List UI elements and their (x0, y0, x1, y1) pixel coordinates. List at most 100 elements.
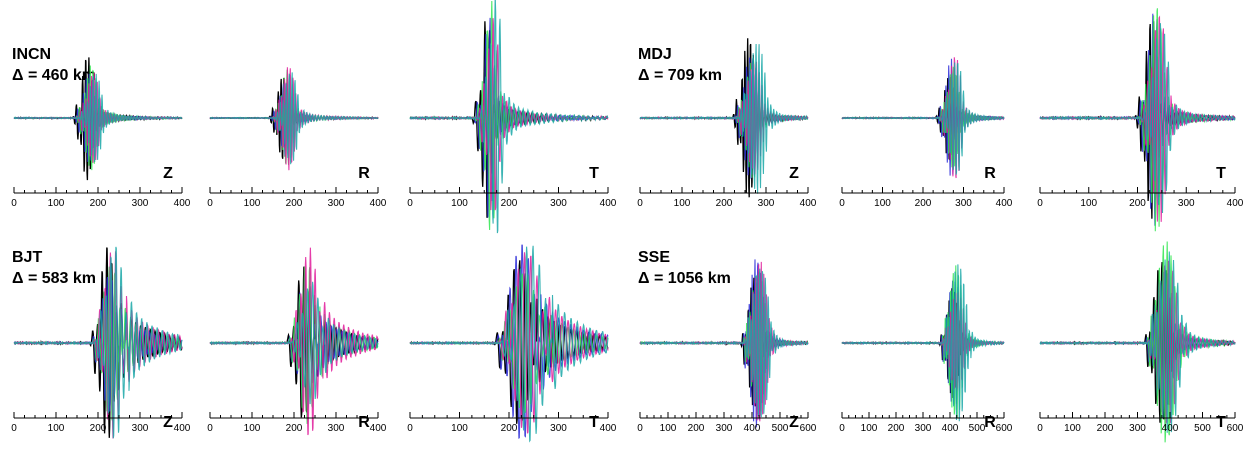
x-tick-label: 100 (874, 198, 891, 209)
x-tick-label: 100 (451, 423, 468, 434)
x-tick-label: 300 (915, 423, 932, 434)
x-tick-label: 400 (174, 198, 191, 209)
x-tick-label: 200 (888, 423, 905, 434)
trace-line (639, 43, 809, 194)
x-tick-label: 100 (48, 198, 65, 209)
x-tick-label: 200 (286, 198, 303, 209)
x-tick-label: 0 (407, 423, 413, 434)
x-tick-label: 0 (1037, 423, 1043, 434)
x-tick-label: 300 (132, 198, 149, 209)
x-tick-label: 0 (11, 198, 17, 209)
x-tick-label: 400 (1227, 198, 1244, 209)
panel-sse-t: T 0 100 200 300 400 500 600 (1037, 241, 1244, 443)
x-tick-label: 400 (996, 198, 1013, 209)
x-tick-label: 300 (328, 423, 345, 434)
x-tick-label: 100 (1080, 198, 1097, 209)
station-distance: Δ = 709 km (638, 67, 722, 84)
x-tick-label: 100 (48, 423, 65, 434)
component-label: T (589, 165, 599, 182)
component-label: R (358, 414, 370, 431)
panel-incn-z: Z 0 100 200 300 400 (11, 57, 191, 209)
trace-line (1039, 251, 1236, 433)
trace-line (13, 246, 183, 439)
component-label: R (984, 165, 996, 182)
x-tick-label: 0 (637, 198, 643, 209)
x-tick-label: 300 (1129, 423, 1146, 434)
trace-line (409, 245, 609, 443)
x-tick-label: 500 (1194, 423, 1211, 434)
x-tick-label: 100 (244, 423, 261, 434)
component-label: Z (789, 414, 799, 431)
component-label: Z (163, 165, 173, 182)
x-tick-label: 200 (501, 198, 518, 209)
trace-line (841, 264, 1005, 422)
x-tick-label: 300 (1178, 198, 1195, 209)
x-tick-label: 100 (861, 423, 878, 434)
x-tick-label: 500 (772, 423, 789, 434)
x-tick-label: 200 (716, 198, 733, 209)
panel-mdj-z: Z 0 100 200 300 400 (637, 38, 817, 209)
x-tick-label: 400 (1162, 423, 1179, 434)
x-tick-label: 200 (90, 198, 107, 209)
x-tick-label: 600 (996, 423, 1013, 434)
panel-bjt-t: T 0 100 200 300 400 (407, 244, 617, 443)
station-name: SSE (638, 249, 670, 266)
x-tick-label: 500 (969, 423, 986, 434)
x-tick-label: 300 (716, 423, 733, 434)
station-distance: Δ = 1056 km (638, 270, 731, 287)
x-tick-label: 0 (637, 423, 643, 434)
x-tick-label: 200 (501, 423, 518, 434)
x-tick-label: 200 (915, 198, 932, 209)
station-name: BJT (12, 249, 42, 266)
x-tick-label: 300 (550, 423, 567, 434)
station-distance: Δ = 583 km (12, 270, 96, 287)
component-label: T (589, 414, 599, 431)
station-name: INCN (12, 46, 51, 63)
station-distance: Δ = 460 km (12, 67, 96, 84)
x-tick-label: 300 (758, 198, 775, 209)
x-tick-label: 600 (1227, 423, 1244, 434)
panel-incn-r: R 0 100 200 300 400 (207, 67, 387, 209)
x-tick-label: 100 (1064, 423, 1081, 434)
x-tick-label: 0 (407, 198, 413, 209)
x-tick-label: 400 (370, 423, 387, 434)
x-tick-label: 400 (744, 423, 761, 434)
x-tick-label: 400 (600, 423, 617, 434)
trace-line (1039, 23, 1236, 214)
component-label: T (1216, 414, 1226, 431)
x-tick-label: 0 (839, 198, 845, 209)
panel-sse-r: R0 100 200 300 400 500 600 (839, 264, 1013, 434)
trace-line (210, 281, 379, 405)
x-tick-label: 300 (955, 198, 972, 209)
x-tick-label: 0 (1037, 198, 1043, 209)
x-tick-label: 300 (550, 198, 567, 209)
x-tick-label: 200 (688, 423, 705, 434)
panel-mdj-t: T 0 100 200 300 400 (1037, 8, 1244, 232)
x-tick-label: 0 (839, 423, 845, 434)
component-label: T (1216, 165, 1226, 182)
x-tick-label: 200 (286, 423, 303, 434)
trace-line (639, 268, 809, 418)
component-label: R (358, 165, 370, 182)
panel-bjt-r: R 0 100 200 300 400 (207, 247, 387, 436)
panel-incn-t: T 0 100 200 300 400 (407, 0, 617, 234)
x-tick-label: 400 (800, 198, 817, 209)
x-tick-label: 400 (370, 198, 387, 209)
x-tick-label: 100 (244, 198, 261, 209)
panel-sse-z: Z 0 100 200 300 400 500 600 (637, 259, 817, 434)
panel-bjt-z: Z 0 100 200 300 400 (11, 246, 191, 439)
x-tick-label: 400 (600, 198, 617, 209)
x-tick-label: 100 (674, 198, 691, 209)
trace-line (841, 62, 1005, 175)
trace-line (209, 72, 379, 165)
x-tick-label: 200 (1097, 423, 1114, 434)
trace-line (409, 0, 609, 234)
component-label: Z (789, 165, 799, 182)
station-name: MDJ (638, 46, 672, 63)
station-group-incn: INCN Δ = 460 km Z 0 100 200 300 400 R 0 100 200 300 4… (11, 0, 617, 234)
x-tick-label: 200 (1129, 198, 1146, 209)
panel-mdj-r: R 0 100 200 300 400 (839, 57, 1013, 209)
x-tick-label: 300 (328, 198, 345, 209)
